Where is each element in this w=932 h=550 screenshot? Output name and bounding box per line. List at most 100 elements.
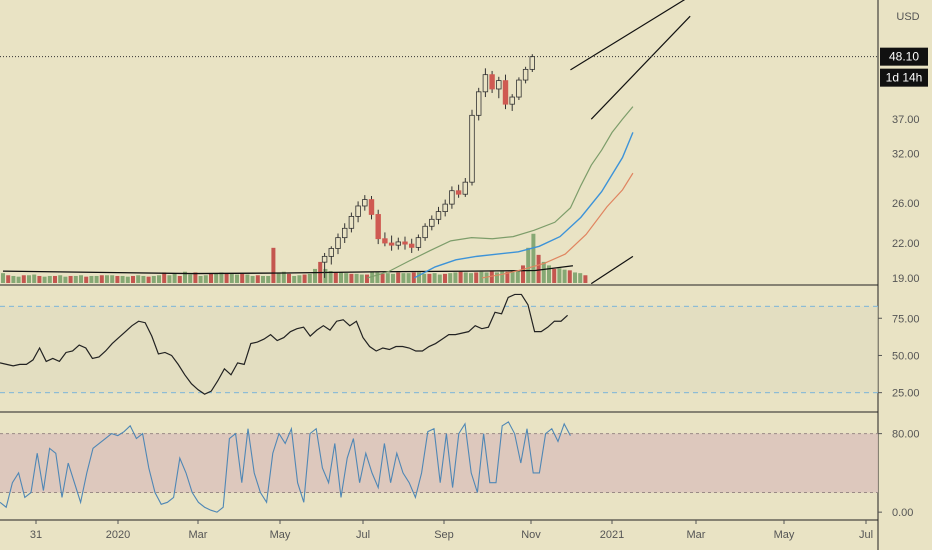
candle-body	[442, 203, 448, 213]
volume-bar	[339, 272, 343, 283]
candle-body	[435, 211, 442, 220]
trendline-2	[590, 255, 634, 285]
volume-bar	[84, 276, 89, 283]
volume-bar	[349, 273, 354, 283]
price-tick-label: 19.00	[892, 273, 920, 285]
sma-long-line	[2, 265, 574, 275]
candle-body	[469, 114, 475, 183]
volume-bar	[333, 272, 338, 283]
volume-bar	[479, 271, 484, 283]
volume-bar	[515, 271, 520, 283]
volume-bar	[396, 272, 401, 283]
volume-bar	[115, 275, 120, 283]
volume-bar	[1, 273, 5, 283]
x-tick-label: 2020	[106, 529, 130, 541]
volume-bar	[526, 247, 531, 283]
volume-bar	[224, 273, 229, 283]
volume-bar	[255, 275, 260, 283]
x-tick-label: Sep	[434, 529, 454, 541]
volume-bar	[6, 275, 11, 283]
volume-bar	[552, 268, 557, 283]
volume-bar	[583, 275, 588, 283]
candle-body	[408, 243, 415, 248]
volume-bar	[287, 273, 291, 283]
volume-bar	[125, 276, 130, 283]
candle-body	[475, 91, 482, 116]
volume-bar	[214, 273, 219, 283]
volume-bar	[359, 274, 364, 283]
volume-bar	[510, 270, 515, 283]
volume-bar	[375, 272, 380, 283]
volume-bar	[235, 274, 239, 283]
candle-body	[462, 181, 468, 195]
price-tick-label: 37.00	[892, 114, 920, 126]
volume-bar	[58, 275, 63, 283]
stoch-band	[0, 433, 878, 493]
volume-bar	[177, 275, 182, 283]
x-tick-label: Nov	[521, 529, 541, 541]
candle-body	[415, 237, 422, 248]
volume-bar	[37, 275, 42, 283]
volume-bar	[354, 273, 359, 283]
volume-bar	[68, 275, 73, 283]
volume-bar	[411, 272, 416, 283]
price-tick-label: 32.00	[892, 149, 920, 161]
volume-bar	[162, 272, 167, 283]
rsi-tick-label: 25.00	[892, 388, 920, 400]
volume-bar	[110, 275, 115, 283]
sma-mid-line	[413, 132, 634, 279]
volume-bar	[573, 272, 577, 283]
volume-bar	[417, 272, 421, 283]
sma-fast-line	[367, 106, 634, 279]
volume-bar	[21, 275, 26, 283]
volume-bar	[240, 273, 245, 283]
candle-body	[482, 74, 489, 93]
rsi-line	[0, 293, 569, 395]
volume-bar	[188, 274, 193, 283]
volume-bar	[281, 271, 286, 283]
volume-bar	[63, 276, 68, 283]
volume-bar	[209, 273, 213, 283]
volume-bar	[297, 275, 302, 283]
candle-body	[516, 79, 522, 98]
volume-bar	[105, 275, 109, 283]
candle-body	[522, 68, 529, 81]
volume-bar	[131, 275, 135, 283]
trendline-0	[570, 0, 686, 71]
volume-bar	[157, 275, 161, 283]
volume-bar	[302, 274, 307, 283]
volume-bar	[47, 275, 52, 283]
volume-bar	[32, 274, 37, 283]
x-tick-label: 31	[30, 529, 42, 541]
candle-body	[395, 241, 401, 246]
volume-bar	[261, 275, 265, 283]
volume-bar	[271, 247, 276, 283]
volume-bar	[136, 275, 141, 283]
x-tick-label: Jul	[356, 529, 370, 541]
volume-bar	[151, 275, 156, 283]
volume-bar	[443, 273, 447, 283]
volume-bar	[437, 274, 442, 283]
candle-body	[362, 199, 368, 207]
volume-bar	[567, 270, 572, 283]
x-tick-label: Mar	[189, 529, 208, 541]
candle-body	[449, 190, 455, 205]
candle-body	[502, 80, 509, 105]
volume-bar	[458, 271, 463, 283]
volume-bar	[245, 274, 250, 283]
volume-bar	[385, 273, 390, 283]
volume-bar	[307, 273, 312, 283]
volume-bar	[146, 276, 151, 283]
volume-bar	[16, 276, 21, 283]
candle-body	[328, 248, 334, 257]
x-tick-label: May	[270, 529, 291, 541]
stoch-tick-label: 0.00	[892, 507, 913, 519]
volume-bar	[99, 275, 104, 283]
volume-bar	[365, 274, 369, 283]
candle-body	[455, 190, 462, 195]
rsi-tick-label: 75.00	[892, 313, 920, 325]
candle-body	[355, 205, 361, 217]
volume-bar	[562, 269, 567, 283]
price-tick-label: 26.00	[892, 198, 920, 210]
